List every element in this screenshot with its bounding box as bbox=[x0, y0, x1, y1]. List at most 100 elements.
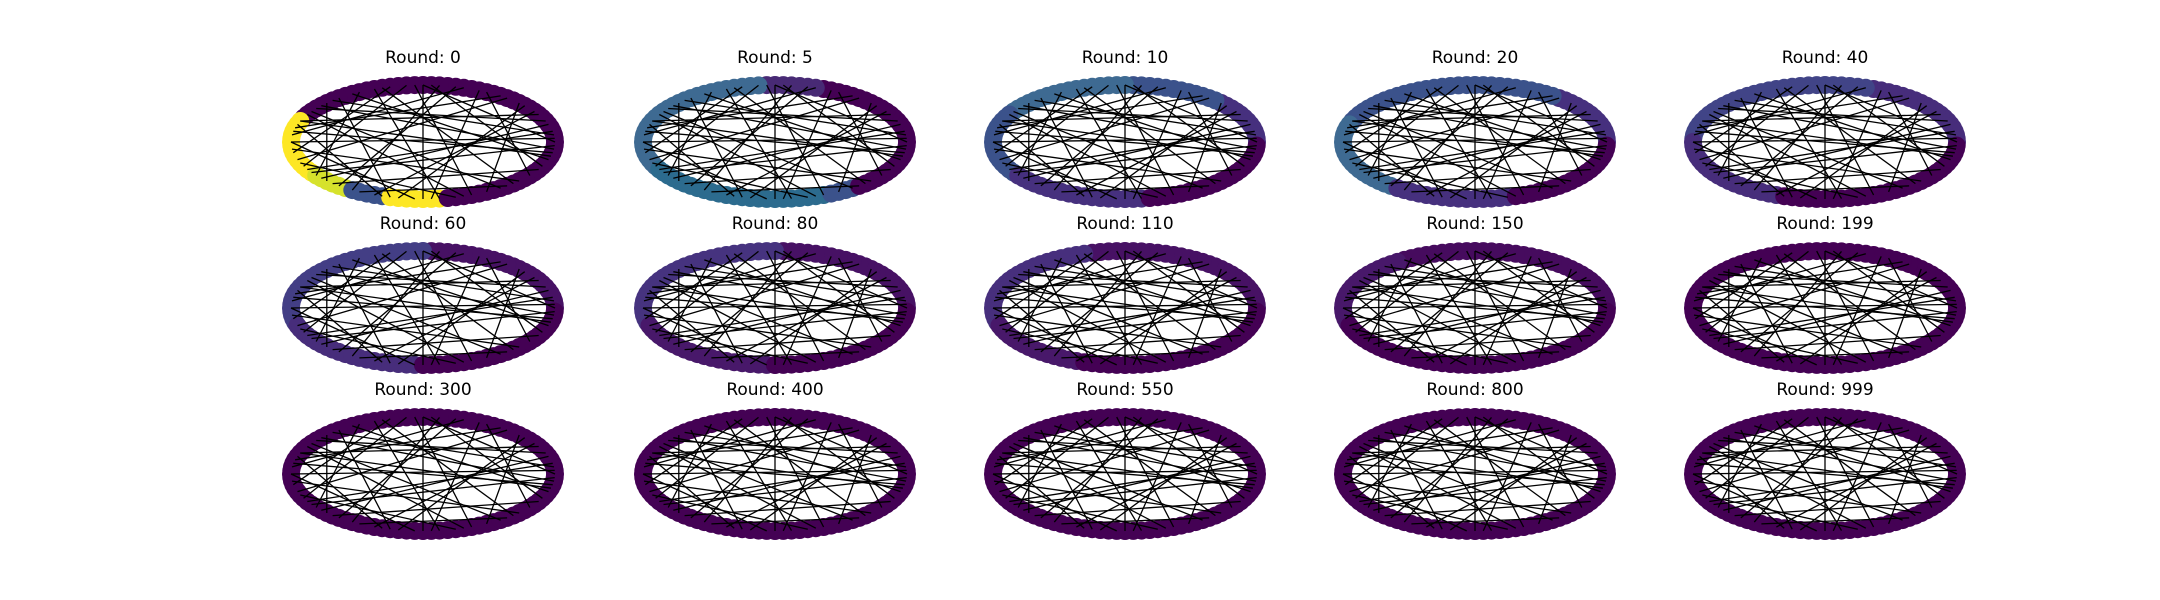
graph-edge bbox=[1754, 93, 1951, 161]
graph-edge bbox=[1734, 500, 1941, 517]
graph-edge bbox=[1349, 263, 1560, 327]
network-graph bbox=[1684, 76, 1966, 208]
graph-edge bbox=[1433, 419, 1566, 517]
graph-edge bbox=[1040, 418, 1159, 519]
graph-edge bbox=[1799, 271, 1928, 365]
graph-edge bbox=[1709, 130, 1955, 171]
graph-edge bbox=[1013, 310, 1257, 340]
graph-edge bbox=[1083, 87, 1216, 185]
graph-edge bbox=[663, 442, 853, 521]
graph-edge bbox=[1132, 256, 1182, 366]
network-graph bbox=[984, 242, 1266, 374]
graph-edge bbox=[1699, 455, 1785, 529]
graph-edge bbox=[1099, 437, 1228, 531]
graph-edge bbox=[659, 296, 905, 337]
graph-edge bbox=[1433, 87, 1566, 185]
graph-edge bbox=[1713, 310, 1957, 340]
graph-edge bbox=[643, 480, 872, 514]
panel-title: Round: 150 bbox=[1426, 214, 1524, 234]
graph-edge bbox=[1352, 452, 1603, 489]
graph-edge bbox=[1740, 97, 1793, 198]
graph-edge bbox=[1075, 88, 1143, 199]
graph-edge bbox=[1358, 113, 1517, 197]
graph-edge bbox=[1352, 286, 1603, 323]
graph-edge bbox=[338, 418, 457, 519]
graph-edge bbox=[993, 480, 1222, 514]
graph-edge bbox=[749, 437, 878, 531]
graph-edge bbox=[1061, 185, 1210, 193]
graph-edge bbox=[1482, 90, 1532, 200]
graph-edge bbox=[1713, 144, 1957, 174]
graph-edge bbox=[1083, 419, 1216, 517]
graph-edge bbox=[1013, 476, 1257, 506]
graph-edge bbox=[1355, 84, 1459, 167]
graph-edge bbox=[321, 437, 555, 482]
graph-edge bbox=[1040, 97, 1093, 198]
graph-edge bbox=[1017, 423, 1062, 508]
graph-edge bbox=[999, 123, 1085, 197]
graph-edge bbox=[704, 93, 901, 161]
graph-edge bbox=[1482, 422, 1532, 532]
graph-edge bbox=[997, 95, 1203, 129]
graph-edge bbox=[658, 113, 817, 197]
graph-edge bbox=[1099, 105, 1228, 199]
graph-edge bbox=[1013, 110, 1203, 189]
graph-edge bbox=[430, 422, 480, 532]
graph-edge bbox=[673, 271, 907, 316]
graph-edge bbox=[711, 517, 860, 525]
graph-panel: Round: 199 bbox=[1680, 214, 1970, 384]
graph-edge bbox=[297, 455, 383, 529]
graph-edge bbox=[733, 419, 866, 517]
graph-edge bbox=[649, 123, 735, 197]
graph-edge bbox=[1363, 476, 1607, 506]
graph-edge bbox=[1693, 148, 1922, 182]
graph-edge bbox=[668, 439, 898, 454]
panel-title: Round: 550 bbox=[1076, 380, 1174, 400]
graph-edge bbox=[837, 102, 872, 193]
graph-panel: Round: 60 bbox=[278, 214, 568, 384]
network-graph bbox=[282, 242, 564, 374]
graph-edge bbox=[1034, 334, 1241, 351]
graph-edge bbox=[1411, 351, 1560, 359]
graph-edge bbox=[1075, 254, 1143, 365]
graph-edge bbox=[1384, 334, 1591, 351]
graph-edge bbox=[1343, 314, 1572, 348]
graph-edge bbox=[297, 429, 508, 493]
graph-edge bbox=[659, 462, 905, 503]
graph-edge bbox=[684, 334, 891, 351]
graph-edge bbox=[332, 168, 539, 185]
graph-edge bbox=[1702, 286, 1953, 323]
graph-edge bbox=[1008, 445, 1167, 529]
graph-panel: Round: 40 bbox=[1680, 48, 1970, 218]
graph-edge bbox=[837, 268, 872, 359]
graph-edge bbox=[1018, 107, 1248, 122]
graph-edge bbox=[430, 90, 480, 200]
graph-edge bbox=[359, 185, 508, 193]
graph-edge bbox=[1449, 271, 1578, 365]
graph-edge bbox=[311, 276, 501, 355]
graph-edge bbox=[1783, 253, 1916, 351]
panel-title: Round: 0 bbox=[385, 48, 461, 68]
graph-edge bbox=[300, 120, 551, 157]
graph-edge bbox=[1017, 91, 1062, 176]
graph-edge bbox=[1693, 314, 1922, 348]
graph-edge bbox=[663, 276, 853, 355]
graph-edge bbox=[1363, 144, 1607, 174]
network-graph bbox=[282, 408, 564, 540]
graph-edge bbox=[295, 261, 501, 295]
graph-edge bbox=[1783, 87, 1916, 185]
graph-edge bbox=[1887, 268, 1922, 359]
graph-edge bbox=[643, 314, 872, 348]
graph-edge bbox=[690, 263, 743, 364]
graph-edge bbox=[1754, 259, 1951, 327]
graph-edge bbox=[1537, 268, 1572, 359]
graph-edge bbox=[1054, 425, 1251, 493]
graph-edge bbox=[1359, 296, 1605, 337]
graph-edge bbox=[1034, 168, 1241, 185]
graph-edge bbox=[1411, 185, 1560, 193]
graph-edge bbox=[684, 500, 891, 517]
graph-edge bbox=[668, 273, 898, 288]
graph-edge bbox=[667, 423, 712, 508]
network-graph bbox=[634, 76, 916, 208]
graph-edge bbox=[1349, 123, 1435, 197]
